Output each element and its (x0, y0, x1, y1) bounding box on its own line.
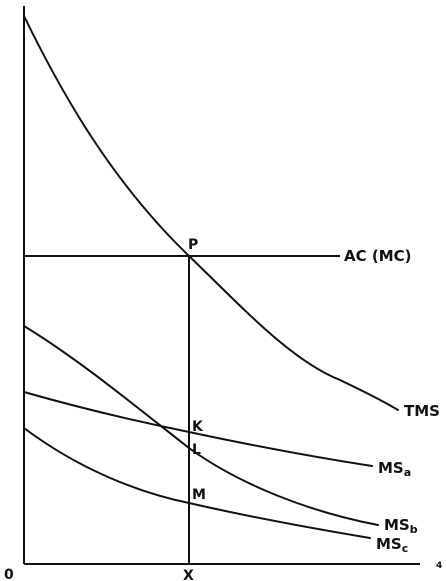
ms-c-label: MSc (376, 535, 408, 555)
tms-label: TMS (404, 402, 440, 420)
ms-b-label: MSb (384, 516, 418, 536)
x-axis-label: X (183, 568, 194, 581)
point-label-p: P (188, 237, 198, 253)
ms-a-label-base: MS (378, 459, 404, 477)
point-label-l: L (192, 442, 201, 458)
ms-b-label-base: MS (384, 516, 410, 534)
tms-curve (23, 15, 399, 411)
point-label-m: M (192, 487, 206, 503)
ms-c-curve (23, 427, 371, 539)
point-label-k: K (192, 419, 204, 435)
origin-label: 0 (4, 567, 14, 581)
ms-a-curve (23, 391, 373, 467)
ms-b-label-sub: b (410, 523, 418, 536)
ms-c-label-sub: c (402, 542, 409, 555)
ms-b-curve (23, 325, 379, 526)
corner-mark: 4 (436, 561, 442, 571)
ac-mc-label: AC (MC) (344, 247, 412, 265)
ms-a-label-sub: a (404, 466, 411, 479)
ms-a-label: MSa (378, 459, 411, 479)
ms-c-label-base: MS (376, 535, 402, 553)
